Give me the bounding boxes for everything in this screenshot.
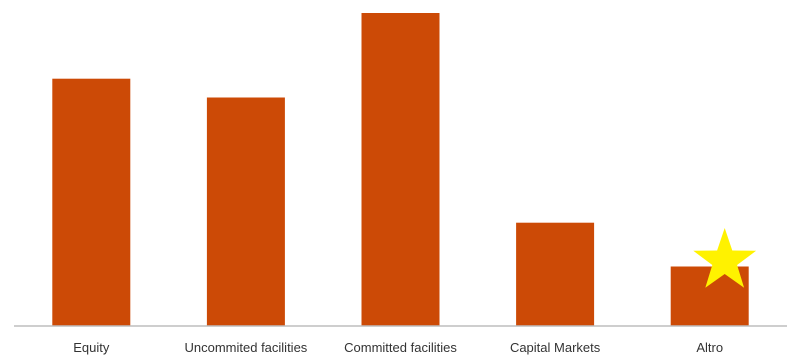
- highlight-marker-group: [693, 228, 757, 288]
- bar-uncommited-facilities: [206, 97, 285, 326]
- bars-group: [52, 13, 749, 326]
- x-tick-label-altro: Altro: [696, 340, 723, 355]
- x-tick-label-uncommited-facilities: Uncommited facilities: [184, 340, 307, 355]
- x-tick-label-capital-markets: Capital Markets: [510, 340, 601, 355]
- bar-equity: [52, 78, 131, 326]
- x-tick-label-committed-facilities: Committed facilities: [344, 340, 457, 355]
- star-icon: [693, 228, 757, 288]
- bar-capital-markets: [516, 222, 595, 326]
- category-labels-group: Equity Uncommited facilities Committed fac…: [73, 340, 723, 355]
- bar-committed-facilities: [361, 13, 440, 326]
- x-tick-label-equity: Equity: [73, 340, 110, 355]
